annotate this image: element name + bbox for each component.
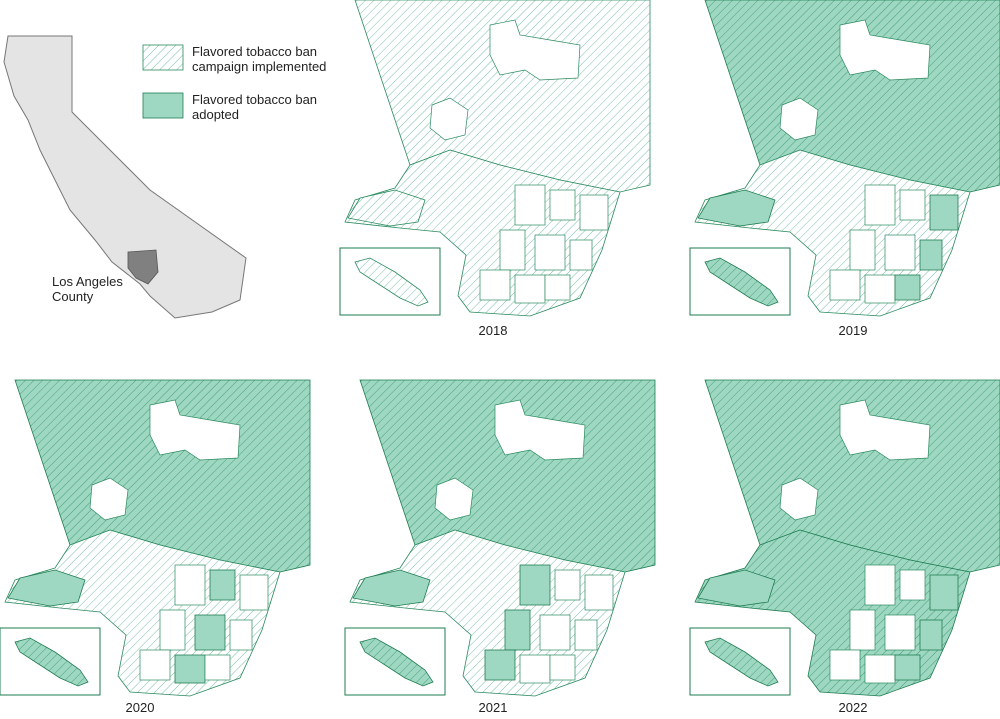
city [484,649,516,681]
year-label: 2020 [126,700,155,715]
legend-label: Flavored tobacco ban adopted [192,92,318,122]
city [519,564,551,606]
city [899,569,926,601]
california-inset [3,35,247,319]
region-city [429,97,469,141]
city [504,609,531,651]
region-antelope [489,19,581,81]
county-map [689,379,1000,697]
city [884,234,916,271]
county-map [689,0,1000,317]
city [159,609,186,651]
city [194,614,226,651]
year-label: 2019 [839,323,868,338]
region-west [697,189,776,227]
city [919,619,943,651]
legend-swatch-campaign [142,44,184,71]
city [239,574,269,611]
legend-swatch-adopted [142,92,184,119]
city [549,654,576,681]
island [704,257,779,307]
county-map [0,379,311,697]
city [849,609,876,651]
city [864,274,896,304]
region-antelope [149,399,241,461]
city [884,614,916,651]
region-antelope [839,399,931,461]
city [554,569,581,601]
city [919,239,943,271]
city [204,654,231,681]
city [864,654,896,684]
island [14,637,89,687]
city [519,654,551,684]
city [209,569,236,601]
region-antelope [494,399,586,461]
city [544,274,571,301]
island [704,637,779,687]
county-map [344,379,656,697]
region-city [89,477,129,521]
region-west [7,569,86,607]
city [894,274,921,301]
island [359,637,434,687]
city [894,654,921,681]
city [929,574,959,611]
city [899,189,926,221]
region-west [352,569,431,607]
year-label: 2021 [479,700,508,715]
city [514,184,546,226]
city [514,274,546,304]
legend-label: Flavored tobacco ban campaign implemente… [192,44,327,74]
city [174,654,206,684]
city [534,234,566,271]
city [864,184,896,226]
city [849,229,876,271]
city [584,574,614,611]
city [579,194,609,231]
city [569,239,593,271]
year-label: 2018 [479,323,508,338]
city [829,649,861,681]
city [174,564,206,606]
city [139,649,171,681]
region-city [434,477,474,521]
city [229,619,253,651]
city [929,194,959,231]
region-west [347,189,426,227]
city [574,619,598,651]
city [479,269,511,301]
city [864,564,896,606]
city [499,229,526,271]
year-label: 2022 [839,700,868,715]
inset-label: Los Angeles County [52,274,123,304]
region-city [779,97,819,141]
city [539,614,571,651]
region-antelope [839,19,931,81]
city [829,269,861,301]
city [549,189,576,221]
county-map [339,0,651,317]
region-city [779,477,819,521]
region-west [697,569,776,607]
island [354,257,429,307]
